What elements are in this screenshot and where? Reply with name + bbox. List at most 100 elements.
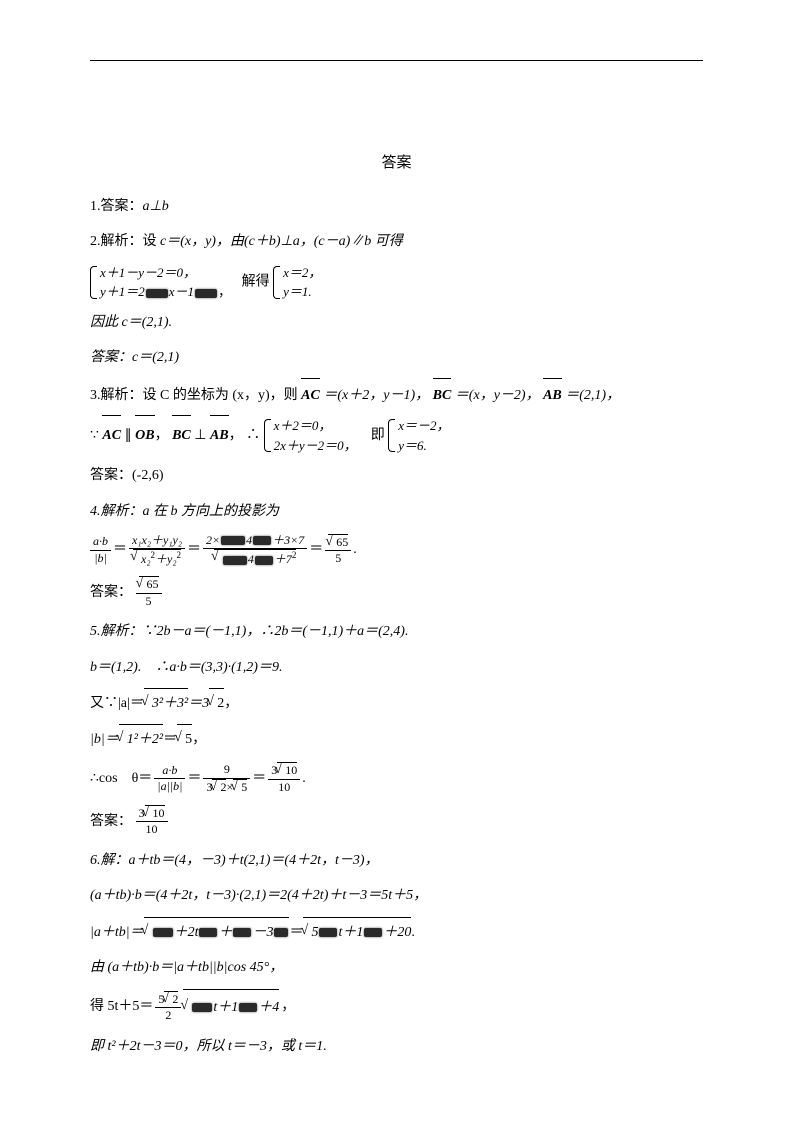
q4-f2db: ＋y₂ xyxy=(155,552,177,566)
smudge-icon xyxy=(239,1003,257,1012)
q5-cosres: 310 10 xyxy=(268,762,300,795)
q3-perp: ⊥ xyxy=(191,428,210,443)
smudge-icon xyxy=(146,289,168,298)
q2-sr-r2: y＝1. xyxy=(283,282,321,302)
q5-crn: 310 xyxy=(268,762,300,780)
q5-l1: 5.解析：∵2b－a＝(－1,1)，∴2b＝(－1,1)＋a＝(2,4). xyxy=(90,617,703,646)
vector-ac2: AC xyxy=(102,416,121,454)
q2-l1-expr: c＝(x，y)，由(c＋b)⊥a，(c－a)∥b 可得 xyxy=(160,234,403,249)
q3-s1r1: x＋2＝0， xyxy=(274,416,357,436)
q3-because: ∵ xyxy=(90,428,99,443)
q5-l4r: 1²＋2² xyxy=(119,724,163,754)
q5-eqrow: ∴cos θ＝ a·b |a||b| ＝ 9 32×5 ＝ 310 10 . xyxy=(90,761,306,797)
q6-l2t: (a＋tb)·b＝(4＋2t，t－3)·(2,1)＝2(4＋2t)＋t－3＝5t… xyxy=(90,888,427,903)
q2-sl-r2c: ， xyxy=(218,284,231,299)
q5-l3c: 2 xyxy=(209,688,224,718)
q1-prefix: 1.答案： xyxy=(90,199,143,214)
q2-sl-r1: x＋1－y－2＝0， xyxy=(100,263,231,283)
q4-frac2: x₁x₂＋y₁y₂ x₂2＋y₂2 xyxy=(129,533,185,568)
q3-line2: ∵ AC ∥ OB， BC ⊥ AB， ∴ x＋2＝0， 2x＋y－2＝0， 即… xyxy=(90,416,703,455)
q3-par: ∥ xyxy=(121,428,135,443)
q4-f3nb: 4 xyxy=(246,533,252,547)
smudge-icon xyxy=(221,536,245,545)
q4-rd: 5 xyxy=(325,551,351,567)
q4-f2n: x₁x₂＋y₁y₂ xyxy=(129,533,185,550)
q4-frac3: 2×4＋3×7 4＋72 xyxy=(203,533,307,568)
q2-sl-r2a: y＋1＝2 xyxy=(100,284,145,299)
q3-eqab: ＝(2,1)， xyxy=(562,388,620,403)
q5-al: 答案： xyxy=(90,814,132,829)
q6-l3r2: 5t＋1＋20 xyxy=(303,917,411,947)
q5-l2: b＝(1,2). ∴a·b＝(3,3)·(1,2)＝9. xyxy=(90,653,703,682)
q5-c2db: 2 xyxy=(212,779,226,796)
q4-f1d: |b| xyxy=(90,551,111,567)
q2-l1-prefix: 2.解析：设 xyxy=(90,234,160,249)
q5-l3d: ， xyxy=(224,696,238,711)
q5-l3a: 又∵|a|＝ xyxy=(90,696,144,711)
q2-therefore-text: 因此 c＝(2,1). xyxy=(90,315,172,330)
q6-l5d: 2 xyxy=(155,1008,181,1024)
q5-l3: 又∵|a|＝3²＋3²＝32， xyxy=(90,688,703,718)
q3-s2r2: y＝6. xyxy=(398,436,449,456)
q5-l4: |b|＝1²＋2²＝5， xyxy=(90,724,703,754)
q4-f3db: ＋7 xyxy=(274,552,292,566)
q4-f1n: a·b xyxy=(90,534,111,551)
q6-l3r2c: ＋20 xyxy=(383,925,411,940)
q5-c2d: 32×5 xyxy=(203,779,250,796)
q3-brace2: x＝－2， y＝6. xyxy=(388,416,449,455)
q6-l5ra: t＋1 xyxy=(213,1000,238,1015)
q6-eqrow: 得 5t＋5＝ 52 2 t＋1＋4 ， xyxy=(90,989,295,1026)
q2-sr-r1: x＝2， xyxy=(283,263,321,283)
q6-l3r1c: －3 xyxy=(252,925,273,940)
q3-s1r2: 2x＋y－2＝0， xyxy=(274,436,357,456)
q2-line1: 2.解析：设 c＝(x，y)，由(c＋b)⊥a，(c－a)∥b 可得 xyxy=(90,227,703,256)
q5-c1n: a·b xyxy=(154,763,185,780)
q2-brace-left: x＋1－y－2＝0， y＋1＝2x－1， xyxy=(90,263,231,302)
q5-crd: 10 xyxy=(268,780,300,796)
q5-l4a: |b|＝ xyxy=(90,732,119,747)
q4-ans-frac: 65 5 xyxy=(136,576,162,609)
q4-f3nc: ＋3×7 xyxy=(272,533,304,547)
q2-system: x＋1－y－2＝0， y＋1＝2x－1， 解得 x＝2， y＝1. xyxy=(90,263,703,302)
q2-answer: 答案：c＝(2,1) xyxy=(90,343,703,372)
q4-rn: 65 xyxy=(325,534,351,552)
q3-s2r1: x＝－2， xyxy=(398,416,449,436)
q4-eqrow: a·b |b| ＝ x₁x₂＋y₁y₂ x₂2＋y₂2 ＝ 2×4＋3×7 4＋… xyxy=(90,532,357,568)
page-title: 答案 xyxy=(90,151,703,172)
q6-l5rb: ＋4 xyxy=(258,1000,279,1015)
q5-crnb: 10 xyxy=(277,762,297,779)
q5-l4c: 5 xyxy=(177,724,192,754)
q2-mid: 解得 xyxy=(242,275,270,290)
top-rule xyxy=(90,60,703,61)
smudge-icon xyxy=(192,1003,212,1012)
q6-l6: 即 t²＋2t－3＝0，所以 t＝－3，或 t＝1. xyxy=(90,1032,703,1061)
q6-l5a: 得 5t＋5＝ xyxy=(90,989,153,1025)
q6-l5nb: 2 xyxy=(164,991,178,1008)
q6-l5n: 52 xyxy=(155,991,181,1009)
smudge-icon xyxy=(153,928,173,937)
q5-anb: 10 xyxy=(145,805,165,822)
q6-l1t: 6.解：a＋tb＝(4，－3)＋t(2,1)＝(4＋2t，t－3)， xyxy=(90,853,379,868)
vector-bc2: BC xyxy=(172,416,191,454)
q5-ansfrac: 310 10 xyxy=(136,805,168,838)
q5-l2t: b＝(1,2). ∴a·b＝(3,3)·(1,2)＝9. xyxy=(90,660,282,675)
q3-answer: 答案：(-2,6) xyxy=(90,461,703,490)
smudge-icon xyxy=(319,928,337,937)
q5-ad: 10 xyxy=(136,822,168,838)
q3-there: ∴ xyxy=(246,428,260,443)
vector-bc: BC xyxy=(433,379,452,410)
q4-answer: 答案： 65 5 xyxy=(90,575,703,611)
q3-mid: 即 xyxy=(371,428,385,443)
q6-l3r2a: 5 xyxy=(311,925,318,940)
smudge-icon xyxy=(233,928,251,937)
q4-line1: 4.解析：a 在 b 方向上的投影为 xyxy=(90,497,703,526)
q6-l3a: |a＋tb|＝ xyxy=(90,925,144,940)
q4-an: 65 xyxy=(136,576,162,594)
q3-eqac: ＝(x＋2，y－1)， xyxy=(320,388,429,403)
q6-l5frac: 52 2 xyxy=(155,991,181,1024)
q5-c2n: 9 xyxy=(203,762,250,779)
q4-frac1: a·b |b| xyxy=(90,534,111,566)
q5-c1d: |a||b| xyxy=(154,779,185,795)
q2-sl-r2: y＋1＝2x－1， xyxy=(100,282,231,302)
q4-expr: a·b |b| ＝ x₁x₂＋y₁y₂ x₂2＋y₂2 ＝ 2×4＋3×7 4＋… xyxy=(90,532,703,569)
